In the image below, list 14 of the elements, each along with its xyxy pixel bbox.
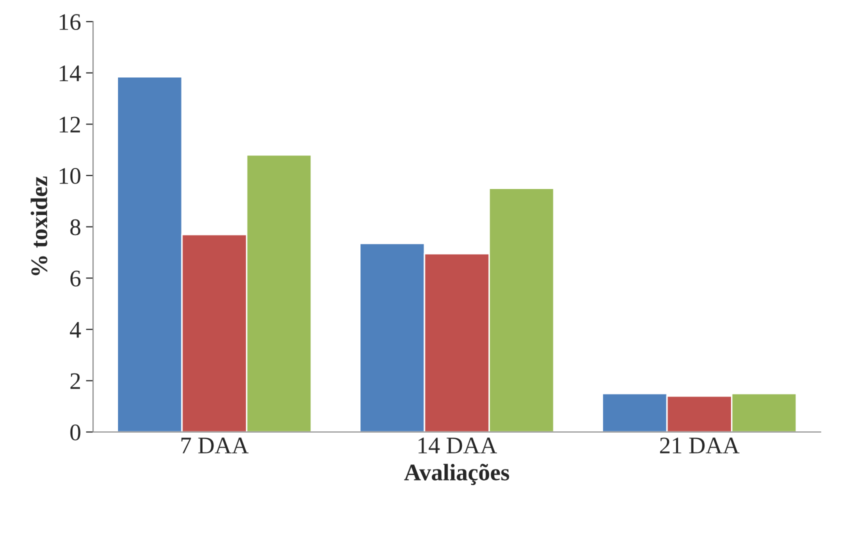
y-tick-label: 14 [60,66,81,82]
y-tick-label: 16 [60,14,81,30]
y-tick-label: 2 [70,373,80,389]
x-axis-title: Avaliações [404,464,510,486]
y-tick-label: 4 [70,322,81,338]
y-tick-label: 8 [70,219,80,236]
y-tick-label: 6 [70,270,81,287]
y-tick-label: 10 [60,168,80,184]
y-tick-label: 12 [60,116,80,132]
x-tick-label: 7 DAA [181,438,249,454]
x-tick-label: 21 DAA [660,438,740,454]
x-tick-label: 14 DAA [418,438,497,454]
y-axis-title: % toxidez [30,176,48,276]
y-tick-label: 0 [70,424,80,440]
